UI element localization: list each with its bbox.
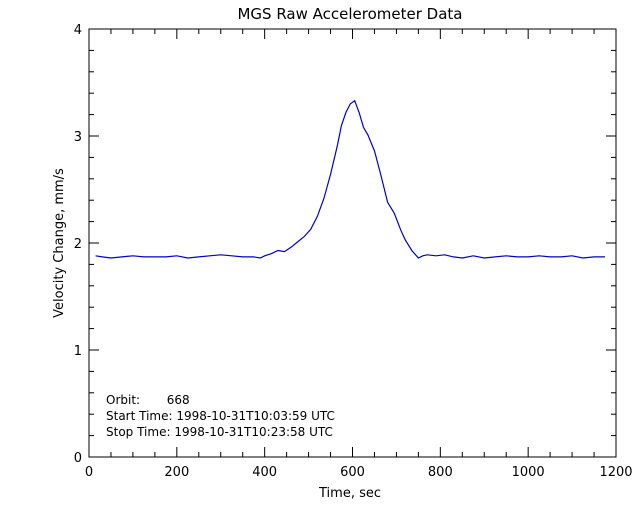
x-tick-label: 800 xyxy=(428,465,453,480)
series-line xyxy=(95,99,605,259)
x-tick-label: 400 xyxy=(252,465,277,480)
x-tick-label: 600 xyxy=(340,465,365,480)
y-axis-label: Velocity Change, mm/s xyxy=(52,168,67,318)
annotation-orbit: Orbit: 668 xyxy=(106,393,190,407)
x-tick-label: 0 xyxy=(85,465,93,480)
y-tick-label: 4 xyxy=(74,23,82,38)
y-tick-label: 3 xyxy=(74,130,82,145)
y-tick-labels: 0 1 2 3 4 xyxy=(74,23,82,466)
chart-title: MGS Raw Accelerometer Data xyxy=(237,5,462,23)
x-axis-label: Time, sec xyxy=(318,486,381,501)
annotation-start-time: Start Time: 1998-10-31T10:03:59 UTC xyxy=(106,409,335,423)
x-tick-label: 1000 xyxy=(512,465,545,480)
x-tick-label: 1200 xyxy=(599,465,632,480)
y-tick-label: 1 xyxy=(74,344,82,359)
axis-ticks xyxy=(88,28,617,458)
annotation-stop-time: Stop Time: 1998-10-31T10:23:58 UTC xyxy=(106,425,333,439)
y-tick-label: 0 xyxy=(74,451,82,466)
x-tick-label: 200 xyxy=(164,465,189,480)
y-tick-label: 2 xyxy=(74,237,82,252)
x-tick-labels: 0 200 400 600 800 1000 1200 xyxy=(85,465,633,480)
